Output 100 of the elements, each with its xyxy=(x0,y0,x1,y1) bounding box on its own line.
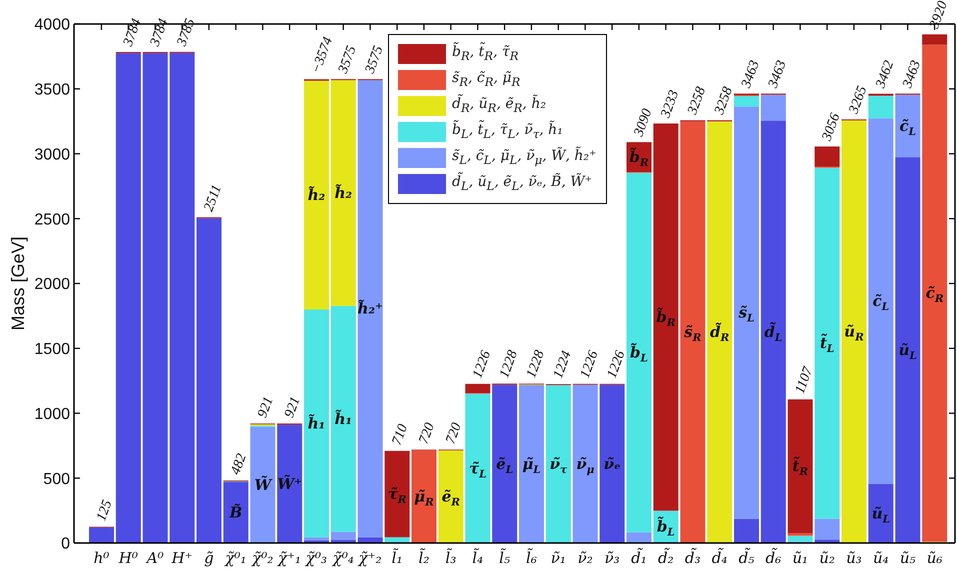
data-label: d̃$_{L}$ xyxy=(764,322,782,344)
y-tick-label: 2500 xyxy=(34,211,70,228)
x-tick-label: g̃ xyxy=(204,549,214,567)
total-label: 3575 xyxy=(336,44,360,76)
total-label: 3463 xyxy=(766,58,790,91)
x-tick-label: ũ₂ xyxy=(819,549,835,567)
data-label: τ̃$_{L}$ xyxy=(469,459,486,480)
x-tick-label: l̃₃ xyxy=(445,548,456,567)
data-label: h̃₂ xyxy=(334,183,353,202)
data-label: W̃ xyxy=(254,475,274,494)
total-label: 3784 xyxy=(148,16,172,50)
data-label: ẽ$_{L}$ xyxy=(496,454,514,476)
x-tick-label: ũ₁ xyxy=(792,549,808,567)
total-label: 3463 xyxy=(900,58,924,91)
x-tick-label: d̃₄ xyxy=(712,548,728,567)
data-label: W̃⁺ xyxy=(277,474,302,493)
total-label: 125 xyxy=(94,498,116,524)
data-label: ν̃$_{μ}$ xyxy=(576,454,595,476)
total-label: 3575 xyxy=(362,44,387,76)
data-label: ν̃$_{τ}$ xyxy=(550,455,568,476)
data-label: s̃$_{L}$ xyxy=(738,304,754,325)
x-tick-label: χ̃⁰₄ xyxy=(332,549,354,567)
x-tick-label: l̃₆ xyxy=(526,548,537,567)
data-label: h̃₁ xyxy=(334,409,352,428)
x-tick-label: l̃₂ xyxy=(418,548,430,567)
x-tick-label: d̃₁ xyxy=(631,548,647,567)
data-label: B̃ xyxy=(228,502,242,522)
total-label: 921 xyxy=(255,395,277,420)
data-label: t̃$_{L}$ xyxy=(820,334,834,356)
data-label: ν̃ₑ xyxy=(604,454,621,473)
y-tick-label: 500 xyxy=(43,470,70,488)
x-tick-label: ũ₅ xyxy=(900,549,916,567)
x-tick-label: ν̃₂ xyxy=(578,549,593,567)
x-tick-label: d̃₃ xyxy=(684,548,700,567)
data-label: h̃₁ xyxy=(308,414,326,432)
legend-label: d̃$_{R}$, ũ$_{R}$, ẽ$_{R}$, h̃₂ xyxy=(452,95,546,117)
y-tick-label: 2000 xyxy=(34,276,70,294)
x-tick-label: d̃₅ xyxy=(738,548,754,567)
data-label: ẽ$_{R}$ xyxy=(442,488,460,509)
data-label: τ̃$_{R}$ xyxy=(388,485,407,506)
data-label: μ̃$_{L}$ xyxy=(522,454,541,476)
total-label: 921 xyxy=(282,395,304,420)
data-label: d̃$_{R}$ xyxy=(710,322,730,344)
x-tick-label: χ̃⁰₂ xyxy=(251,549,274,567)
total-label: 3233 xyxy=(658,88,682,121)
y-tick-label: 0 xyxy=(61,536,70,553)
total-label: 1224 xyxy=(550,349,575,381)
total-label: 3784 xyxy=(120,16,145,50)
x-tick-label: ũ₃ xyxy=(846,549,862,567)
total-label: 3920 xyxy=(926,0,951,32)
x-tick-label: ũ₆ xyxy=(926,549,942,567)
total-label: 3462 xyxy=(873,58,898,92)
total-label: 482 xyxy=(228,452,250,477)
x-tick-label: l̃₄ xyxy=(472,548,484,567)
data-label: h̃₂ xyxy=(308,185,326,204)
data-label: ũ$_{L}$ xyxy=(872,504,890,526)
data-label: ũ$_{L}$ xyxy=(898,341,917,362)
x-tick-label: χ̃⁰₃ xyxy=(304,549,327,567)
x-tick-label: l̃₁ xyxy=(392,548,402,567)
total-label: 3258 xyxy=(712,85,736,118)
total-label: 3258 xyxy=(685,85,710,118)
x-tick-label: ν̃₁ xyxy=(550,549,566,567)
total-label: 2511 xyxy=(202,183,225,214)
text: s̃$_{L}$, c̃$_{L}$, μ̃$_{L}$, ν̃$_{μ}$, W̃, h̃₂⁺ xyxy=(452,148,596,167)
data-label: t̃$_{R}$ xyxy=(792,456,808,478)
data-label: ũ$_{R}$ xyxy=(844,322,864,344)
total-label: 1226 xyxy=(604,348,628,380)
data-label: b̃$_{L}$ xyxy=(630,342,648,365)
x-tick-label: χ̃⁺₁ xyxy=(277,549,302,567)
legend-label: b̃$_{R}$, t̃$_{R}$, τ̃$_{R}$ xyxy=(452,43,518,65)
y-tick-label: 1000 xyxy=(34,406,70,423)
data-label: μ̃$_{R}$ xyxy=(414,488,434,509)
y-tick-label: 3500 xyxy=(34,82,70,99)
total-label: 3056 xyxy=(819,111,844,144)
annotation: −3574 xyxy=(309,35,336,76)
data-label: c̃$_{L}$ xyxy=(899,116,916,138)
y-tick-label: 4000 xyxy=(34,16,70,34)
total-label: 710 xyxy=(390,422,412,448)
data-label: b̃$_{R}$ xyxy=(656,307,676,330)
y-tick-label: 1500 xyxy=(34,341,70,358)
legend-label: s̃$_{R}$, c̃$_{R}$, μ̃$_{R}$ xyxy=(452,69,520,91)
y-tick-label: 3000 xyxy=(34,146,70,164)
total-label: 3463 xyxy=(738,58,763,91)
data-label: h̃₂⁺ xyxy=(358,299,383,318)
x-tick-label: h⁰ xyxy=(94,549,110,567)
x-tick-label: H⁰ xyxy=(118,549,138,567)
legend-label: d̃$_{L}$, ũ$_{L}$, ẽ$_{L}$, ν̃ₑ, B̃, W̃⁺ xyxy=(452,173,592,195)
x-tick-label: H⁺ xyxy=(170,549,193,567)
data-label: b̃$_{L}$ xyxy=(656,516,675,538)
total-label: 1107 xyxy=(792,364,817,396)
text: b̃$_{L}$, t̃$_{L}$, τ̃$_{L}$, ν̃$_{τ}$, h̃₁ xyxy=(452,122,563,141)
total-label: 1228 xyxy=(524,348,548,380)
x-tick-label: A⁰ xyxy=(144,549,164,567)
total-label: 3090 xyxy=(631,107,656,140)
x-tick-label: χ̃⁰₁ xyxy=(224,549,246,567)
x-tick-label: ũ₄ xyxy=(872,549,889,567)
data-label: c̃$_{R}$ xyxy=(926,284,944,306)
total-label: 720 xyxy=(443,421,465,446)
x-tick-label: d̃₆ xyxy=(766,548,782,567)
total-label: 3785 xyxy=(174,16,198,50)
